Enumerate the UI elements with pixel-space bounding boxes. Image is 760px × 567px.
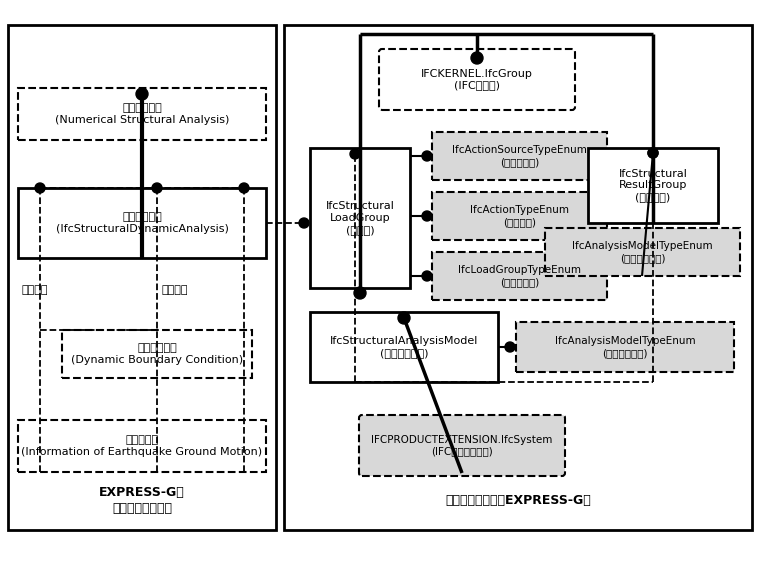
Bar: [588, 148, 718, 223]
Text: 地震动信息
(Information of Earthquake Ground Motion): 地震动信息 (Information of Earthquake Ground …: [21, 435, 262, 457]
Text: IfcStructural
ResultGroup
(分析结果): IfcStructural ResultGroup (分析结果): [619, 169, 688, 202]
Circle shape: [354, 287, 366, 299]
Text: EXPRESS-G图: EXPRESS-G图: [99, 485, 185, 498]
Text: IfcStructural
LoadGroup
(荷载群): IfcStructural LoadGroup (荷载群): [325, 201, 394, 235]
Text: IfcActionSourceTypeEnum
(作用源类型): IfcActionSourceTypeEnum (作用源类型): [452, 145, 587, 167]
Text: IFCPRODUCTEXTENSION.IfcSystem
(IFC产品扩展机制): IFCPRODUCTEXTENSION.IfcSystem (IFC产品扩展机制…: [372, 435, 553, 456]
Text: 既有结构分析模型EXPRESS-G图: 既有结构分析模型EXPRESS-G图: [445, 493, 591, 506]
Bar: [18, 188, 266, 258]
Bar: [516, 322, 734, 372]
Circle shape: [422, 151, 432, 161]
Text: 信息输入: 信息输入: [162, 285, 188, 295]
FancyBboxPatch shape: [359, 415, 565, 476]
Circle shape: [299, 218, 309, 228]
Circle shape: [398, 312, 410, 324]
Bar: [432, 132, 607, 180]
Text: IfcStructuralAnalysisModel
(结构分析模型): IfcStructuralAnalysisModel (结构分析模型): [330, 336, 478, 358]
Text: 动力边界条件
(Dynamic Boundary Condition): 动力边界条件 (Dynamic Boundary Condition): [71, 343, 243, 365]
FancyBboxPatch shape: [379, 49, 575, 110]
Text: IfcAnalysisModelTypeEnum
(分析模型类型): IfcAnalysisModelTypeEnum (分析模型类型): [572, 241, 713, 263]
Bar: [284, 25, 752, 530]
Text: IfcLoadGroupTypeEnum
(荷载群类型): IfcLoadGroupTypeEnum (荷载群类型): [458, 265, 581, 287]
Text: 动力分析扩展信息: 动力分析扩展信息: [112, 501, 172, 514]
Circle shape: [648, 148, 658, 158]
Bar: [545, 228, 740, 276]
Circle shape: [505, 342, 515, 352]
Bar: [8, 25, 276, 530]
Circle shape: [152, 183, 162, 193]
Text: IfcAnalysisModelTypeEnum
(分析模型类型): IfcAnalysisModelTypeEnum (分析模型类型): [555, 336, 695, 358]
Circle shape: [35, 183, 45, 193]
Circle shape: [422, 211, 432, 221]
Circle shape: [471, 52, 483, 64]
Circle shape: [239, 183, 249, 193]
Bar: [310, 148, 410, 288]
Circle shape: [422, 271, 432, 281]
Bar: [310, 312, 498, 382]
Circle shape: [350, 149, 360, 159]
Text: IfcActionTypeEnum
(作用类型): IfcActionTypeEnum (作用类型): [470, 205, 569, 227]
Text: IFCKERNEL.IfcGroup
(IFC核心层): IFCKERNEL.IfcGroup (IFC核心层): [421, 69, 533, 90]
Circle shape: [136, 88, 148, 100]
Text: 数值分析方法
(Numerical Structural Analysis): 数值分析方法 (Numerical Structural Analysis): [55, 103, 230, 125]
Bar: [18, 420, 266, 472]
Text: 结构动力分析
(IfcStructuralDynamicAnalysis): 结构动力分析 (IfcStructuralDynamicAnalysis): [55, 212, 229, 234]
Circle shape: [648, 148, 658, 158]
Bar: [432, 252, 607, 300]
Text: 信息输入: 信息输入: [22, 285, 49, 295]
Bar: [18, 88, 266, 140]
Bar: [432, 192, 607, 240]
Bar: [62, 330, 252, 378]
